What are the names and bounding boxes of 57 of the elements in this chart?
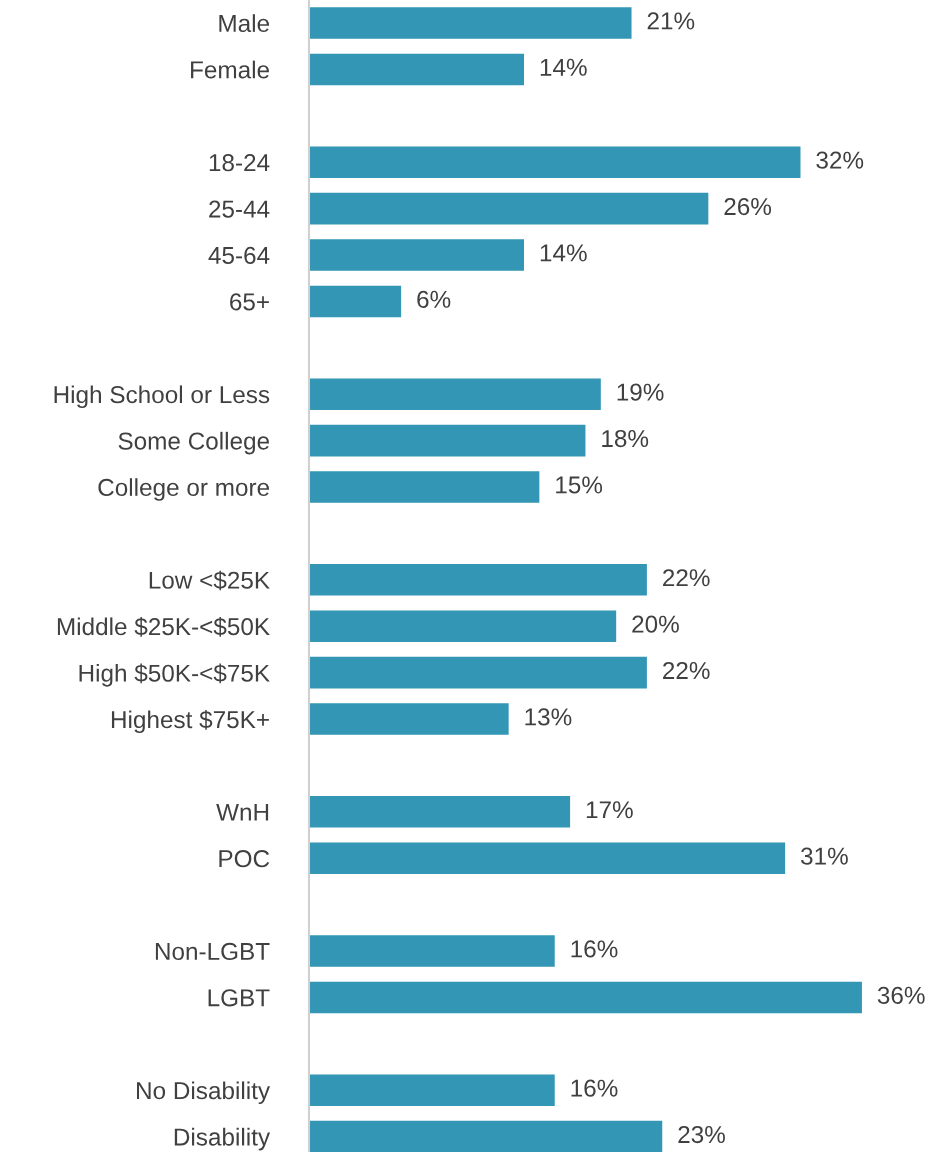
bar — [308, 192, 709, 225]
bar — [308, 378, 601, 410]
bar — [308, 53, 525, 86]
data-label: 15% — [556, 476, 603, 494]
data-label: 14% — [540, 244, 587, 262]
data-label: 23% — [678, 1125, 725, 1144]
data-label: 36% — [877, 986, 925, 1004]
y-tick-label: High $50K-<$75K — [79, 663, 270, 687]
data-label: 19% — [617, 383, 664, 401]
y-tick-label: Middle $25K-<$50K — [57, 617, 270, 637]
bar — [308, 1120, 663, 1152]
bar — [308, 239, 525, 271]
bar — [308, 656, 647, 689]
bar — [308, 424, 586, 457]
y-tick-label: LGBT — [208, 989, 270, 1007]
data-label: 17% — [586, 801, 633, 819]
bar — [308, 703, 509, 735]
data-label: 21% — [647, 12, 695, 30]
bar — [308, 146, 801, 178]
data-label: 18% — [602, 429, 649, 448]
y-tick-label: WnH — [216, 803, 269, 821]
bar — [308, 981, 862, 1014]
y-tick-label: 25-44 — [209, 200, 270, 218]
data-label: 22% — [663, 569, 710, 587]
data-label: 32% — [816, 151, 864, 169]
data-label: 26% — [724, 197, 772, 216]
bar — [308, 610, 617, 642]
data-label: 16% — [571, 940, 618, 958]
bar — [308, 796, 571, 828]
bar — [308, 471, 540, 503]
data-label: 31% — [800, 847, 848, 865]
y-tick-label: 65+ — [230, 293, 269, 311]
data-label: 22% — [663, 661, 710, 680]
y-tick-label: No Disability — [137, 1081, 271, 1105]
data-label: 20% — [632, 615, 679, 633]
bar — [308, 935, 555, 967]
bar — [308, 842, 786, 874]
y-tick-label: 45-64 — [208, 246, 270, 265]
bar — [308, 285, 402, 318]
bar — [308, 7, 632, 39]
y-tick-label: Non-LGBT — [155, 942, 270, 961]
y-tick-label: Highest $75K+ — [111, 710, 269, 734]
data-label: 13% — [525, 708, 572, 726]
data-label: 14% — [540, 58, 587, 76]
y-tick-label: Some College — [118, 431, 270, 455]
y-tick-label: Female — [191, 60, 270, 79]
y-tick-label: High School or Less — [54, 385, 270, 409]
data-label: 6% — [417, 290, 451, 308]
y-tick-label: Male — [219, 14, 270, 33]
y-tick-label: 18-24 — [209, 154, 270, 172]
bar — [308, 564, 647, 596]
bar — [308, 1074, 555, 1106]
y-tick-label: POC — [219, 850, 270, 868]
data-label: 16% — [571, 1079, 618, 1097]
y-tick-label: Low <$25K — [149, 570, 270, 591]
y-tick-label: Disability — [174, 1127, 271, 1151]
y-tick-label: College or more — [98, 478, 270, 501]
